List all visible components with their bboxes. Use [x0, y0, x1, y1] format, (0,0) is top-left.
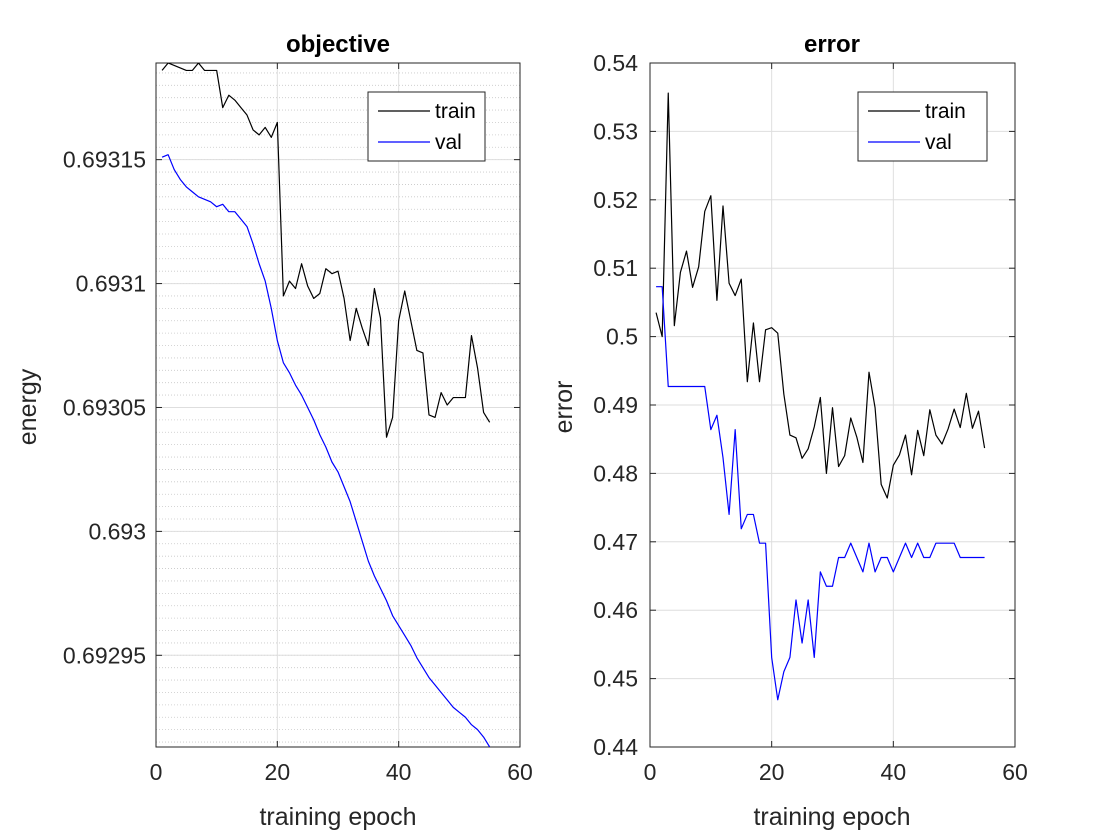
legend-val-label: val: [435, 131, 462, 154]
x-tick-label: 20: [265, 759, 291, 785]
legend-box: [367, 91, 486, 162]
objective-plot-area: [156, 63, 520, 747]
x-tick-label: 40: [881, 759, 907, 785]
objective-x-axis-label: training epoch: [259, 803, 416, 831]
objective-axes-box: [155, 62, 521, 748]
x-tick-label: 40: [386, 759, 412, 785]
legend-box: [857, 91, 988, 162]
x-tick-label: 20: [759, 759, 785, 785]
error-chart-title: error: [804, 31, 860, 58]
error-y-axis-label: error: [550, 381, 578, 434]
y-tick-label: 0.46: [593, 597, 638, 623]
objective-val-line: [161, 154, 491, 747]
objective-train-line: [161, 63, 491, 438]
y-tick-label: 0.54: [593, 50, 638, 76]
y-tick-label: 0.69305: [63, 394, 146, 420]
y-tick-label: 0.52: [593, 187, 638, 213]
objective-legend: train val: [367, 91, 486, 162]
x-tick-label: 0: [644, 759, 657, 785]
y-tick-label: 0.53: [593, 118, 638, 144]
error-val-line: [656, 286, 985, 701]
x-tick-label: 0: [150, 759, 163, 785]
y-tick-label: 0.48: [593, 460, 638, 486]
y-tick-label: 0.6931: [76, 271, 146, 297]
x-tick-label: 60: [507, 759, 533, 785]
objective-series-group: [161, 63, 491, 747]
y-tick-label: 0.47: [593, 529, 638, 555]
objective-grid: [156, 63, 520, 747]
error-train-line: [655, 92, 986, 499]
y-tick-label: 0.69295: [63, 642, 146, 668]
y-tick-label: 0.5: [606, 324, 638, 350]
y-tick-label: 0.69315: [63, 147, 146, 173]
x-tick-label: 60: [1002, 759, 1028, 785]
objective-chart-title: objective: [286, 31, 390, 58]
y-tick-label: 0.693: [88, 518, 146, 544]
legend-train-label: train: [435, 100, 476, 123]
error-legend: train val: [857, 91, 988, 162]
y-tick-label: 0.44: [593, 734, 638, 760]
y-tick-label: 0.51: [593, 255, 638, 281]
error-series-group: [655, 92, 986, 701]
y-tick-label: 0.49: [593, 392, 638, 418]
y-tick-label: 0.45: [593, 666, 638, 692]
objective-y-axis-label: energy: [14, 368, 42, 445]
error-x-axis-label: training epoch: [753, 803, 910, 831]
error-chart: error training epoch error 0 20 40 60 0.44 0.…: [550, 31, 1028, 831]
legend-train-label: train: [925, 100, 966, 123]
objective-chart: objective training epoch energy 0 20 40 60 0…: [14, 31, 533, 831]
legend-val-label: val: [925, 131, 952, 154]
